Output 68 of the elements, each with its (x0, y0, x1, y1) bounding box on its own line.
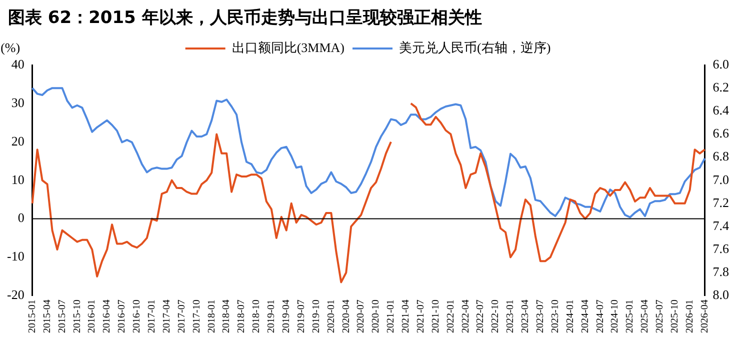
x-tick-label: 2019-01 (266, 300, 278, 334)
x-tick-label: 2025-10 (669, 300, 680, 334)
x-tick-label: 2022-04 (460, 300, 472, 334)
y2-tick-label: 7.0 (712, 172, 729, 187)
x-tick-label: 2017-07 (176, 300, 188, 334)
x-tick-label: 2016-10 (132, 300, 143, 334)
x-tick-label: 2023-10 (550, 300, 561, 334)
x-tick-label: 2026-01 (684, 300, 696, 334)
x-tick-label: 2021-10 (430, 300, 442, 334)
y-tick-label: 40 (11, 56, 24, 72)
x-tick-label: 2018-04 (221, 300, 232, 334)
y2-tick-label: 7.2 (712, 194, 729, 210)
y2-tick-label: 7.4 (712, 218, 730, 233)
x-tick-label: 2019-07 (296, 300, 307, 334)
x-tick-label: 2024-04 (580, 300, 591, 334)
x-tick-label: 2016-01 (86, 300, 98, 334)
x-tick-label: 2018-07 (236, 300, 248, 334)
x-tick-label: 2015-10 (72, 300, 83, 334)
x-tick-label: 2022-10 (490, 300, 502, 334)
x-tick-label: 2019-10 (310, 300, 322, 334)
x-tick-label: 2017-01 (146, 300, 158, 334)
y-axis-title: (%) (0, 40, 20, 55)
x-tick-label: 2021-04 (400, 300, 412, 334)
y-tick-label: 10 (11, 172, 24, 187)
x-tick-label: 2017-10 (191, 300, 202, 334)
x-tick-label: 2026-04 (699, 300, 710, 334)
x-tick-label: 2015-01 (26, 300, 38, 334)
legend-label: 出口额同比(3MMA) (232, 40, 345, 55)
x-tick-label: 2020-10 (370, 300, 382, 334)
x-tick-label: 2020-01 (326, 300, 337, 334)
y2-tick-label: 6.4 (712, 102, 730, 118)
y2-tick-label: 7.6 (712, 240, 730, 256)
x-tick-label: 2021-01 (386, 300, 397, 334)
x-tick-label: 2021-07 (415, 300, 426, 334)
y2-tick-label: 6.0 (712, 56, 729, 72)
y-tick-label: 0 (18, 210, 24, 226)
legend-label: 美元兑人民币(右轴，逆序) (399, 40, 551, 55)
y-tick-label: 20 (11, 133, 24, 148)
x-tick-label: 2025-01 (624, 300, 636, 334)
x-tick-label: 2016-07 (116, 300, 128, 334)
y2-tick-label: 6.6 (712, 126, 730, 141)
x-tick-label: 2020-07 (356, 300, 367, 334)
x-tick-label: 2015-07 (56, 300, 68, 334)
x-tick-label: 2018-10 (251, 300, 262, 334)
x-tick-label: 2018-01 (206, 300, 218, 334)
y2-tick-label: 6.2 (712, 79, 729, 94)
x-tick-label: 2016-04 (102, 300, 113, 334)
y2-tick-label: 6.8 (712, 148, 729, 164)
y-tick-label: 30 (11, 94, 24, 110)
x-tick-label: 2022-07 (475, 300, 486, 334)
x-tick-label: 2024-01 (564, 300, 576, 334)
x-tick-label: 2025-07 (654, 300, 666, 334)
y-tick-label: -20 (6, 287, 24, 302)
x-tick-label: 2024-07 (594, 300, 606, 334)
y-tick-label: -10 (6, 248, 24, 264)
x-tick-label: 2024-10 (610, 300, 621, 334)
x-tick-label: 2015-04 (42, 300, 53, 334)
x-tick-label: 2022-01 (445, 300, 456, 334)
x-tick-label: 2023-04 (520, 300, 532, 334)
x-tick-label: 2023-07 (535, 300, 546, 334)
x-tick-label: 2019-04 (280, 300, 292, 334)
x-tick-label: 2017-04 (161, 300, 172, 334)
y2-tick-label: 8.0 (712, 287, 729, 302)
x-tick-label: 2025-04 (640, 300, 651, 334)
y2-tick-label: 7.8 (712, 264, 729, 280)
chart-title: 图表 62：2015 年以来，人民币走势与出口呈现较强正相关性 (7, 7, 483, 30)
x-tick-label: 2020-04 (340, 300, 352, 334)
x-tick-label: 2023-01 (505, 300, 516, 334)
